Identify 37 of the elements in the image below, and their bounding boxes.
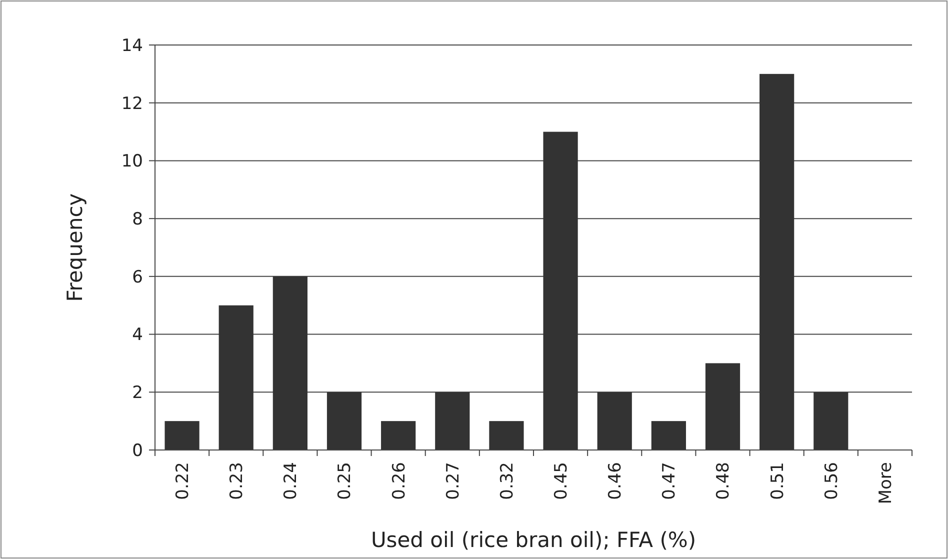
x-tick-label: 0.27 xyxy=(443,462,464,500)
bar xyxy=(705,363,740,450)
x-tick-label: 0.47 xyxy=(660,462,680,500)
x-tick-label: 0.23 xyxy=(227,462,248,500)
y-tick-label: 6 xyxy=(132,267,143,288)
bar xyxy=(597,392,632,450)
x-tick-label: 0.25 xyxy=(335,462,356,500)
x-tick-label: 0.24 xyxy=(281,462,302,500)
bar xyxy=(543,132,578,450)
x-tick-label: 0.22 xyxy=(172,462,193,500)
y-axis-title: Frequency xyxy=(63,193,87,302)
x-tick-label: More xyxy=(876,462,896,504)
bar xyxy=(164,421,200,450)
y-tick-label: 10 xyxy=(121,152,143,172)
x-tick-label: 0.48 xyxy=(714,462,734,500)
bar xyxy=(651,421,686,450)
y-tick-label: 4 xyxy=(132,325,143,346)
bar xyxy=(489,421,524,450)
y-tick-label: 2 xyxy=(132,383,143,404)
x-tick-label: 0.26 xyxy=(389,462,410,500)
bar xyxy=(435,392,470,450)
bar xyxy=(760,74,794,450)
y-tick-label: 14 xyxy=(121,36,143,56)
y-tick-label: 0 xyxy=(132,440,143,461)
bar xyxy=(218,305,254,450)
x-tick-label: 0.56 xyxy=(822,462,842,500)
x-tick-label: 0.51 xyxy=(768,462,788,500)
x-tick-label: 0.46 xyxy=(606,462,626,500)
y-tick-label: 8 xyxy=(132,210,143,230)
bar xyxy=(381,421,416,450)
bar xyxy=(272,276,308,450)
bar xyxy=(326,392,362,450)
bar xyxy=(814,392,848,450)
x-axis-title: Used oil (rice bran oil); FFA (%) xyxy=(370,528,696,552)
x-tick-label: 0.32 xyxy=(497,462,518,500)
y-tick-label: 12 xyxy=(121,94,143,114)
x-tick-label: 0.45 xyxy=(551,462,572,500)
